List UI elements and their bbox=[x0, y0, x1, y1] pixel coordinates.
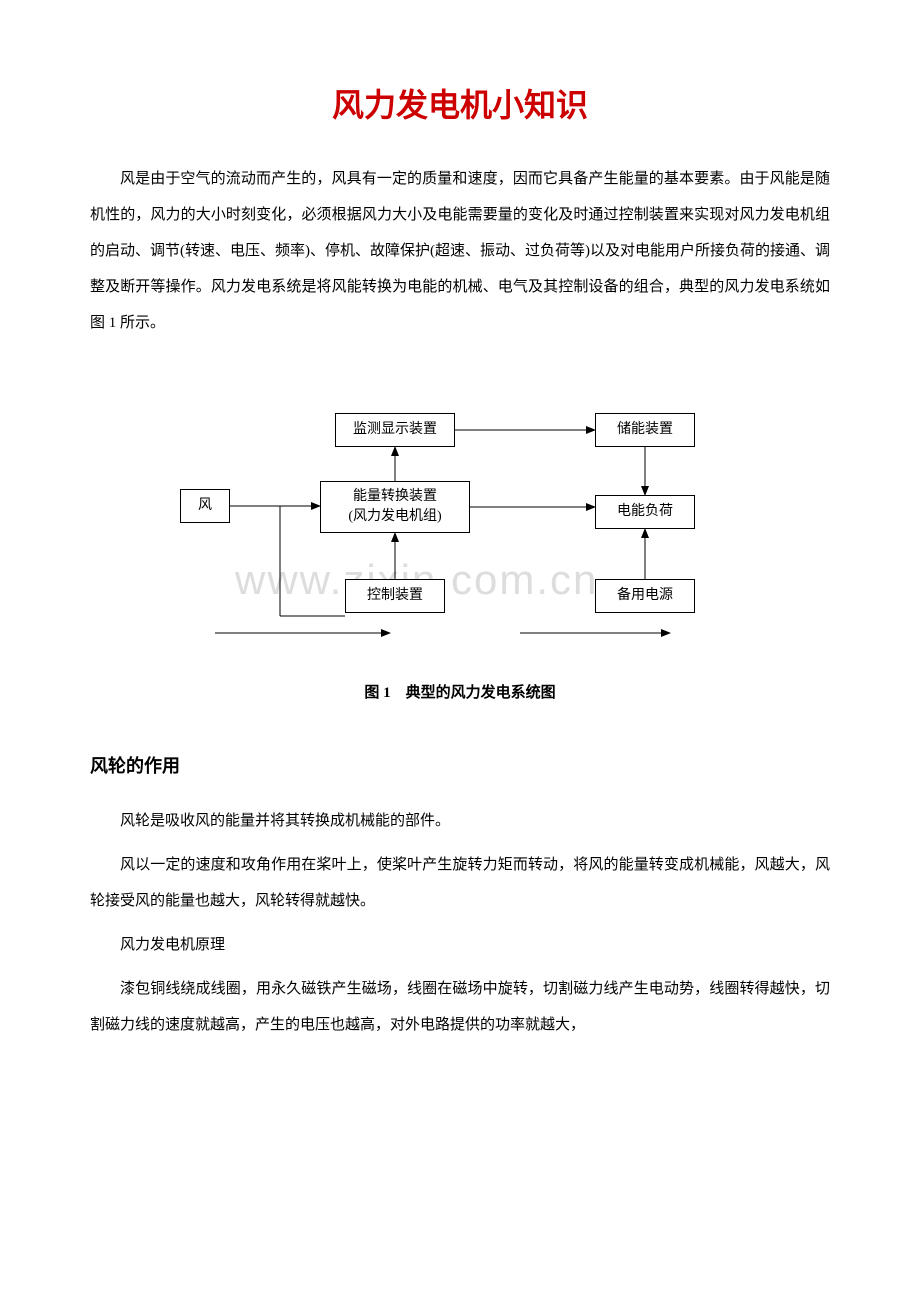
page-title: 风力发电机小知识 bbox=[90, 80, 830, 126]
diagram-node-monitor: 监测显示装置 bbox=[335, 413, 455, 447]
diagram-node-load: 电能负荷 bbox=[595, 495, 695, 529]
figure-caption: 图 1 典型的风力发电系统图 bbox=[90, 681, 830, 702]
intro-paragraph: 风是由于空气的流动而产生的，风具有一定的质量和速度，因而它具备产生能量的基本要素… bbox=[90, 161, 830, 341]
diagram-node-converter: 能量转换装置(风力发电机组) bbox=[320, 481, 470, 533]
diagram-node-storage: 储能装置 bbox=[595, 413, 695, 447]
flowchart-diagram: www.zixin.com.cn 风监测显示装置能量转换装置(风力发电机组)控制… bbox=[180, 391, 740, 651]
diagram-node-wind: 风 bbox=[180, 489, 230, 523]
body-p3: 风力发电机原理 bbox=[90, 927, 830, 963]
body-p4: 漆包铜线绕成线圈，用永久磁铁产生磁场，线圈在磁场中旋转，切割磁力线产生电动势，线… bbox=[90, 971, 830, 1043]
diagram-node-backup: 备用电源 bbox=[595, 579, 695, 613]
body-p2: 风以一定的速度和攻角作用在桨叶上，使桨叶产生旋转力矩而转动，将风的能量转变成机械… bbox=[90, 847, 830, 919]
diagram-node-control: 控制装置 bbox=[345, 579, 445, 613]
section-heading: 风轮的作用 bbox=[90, 752, 830, 778]
body-p1: 风轮是吸收风的能量并将其转换成机械能的部件。 bbox=[90, 803, 830, 839]
